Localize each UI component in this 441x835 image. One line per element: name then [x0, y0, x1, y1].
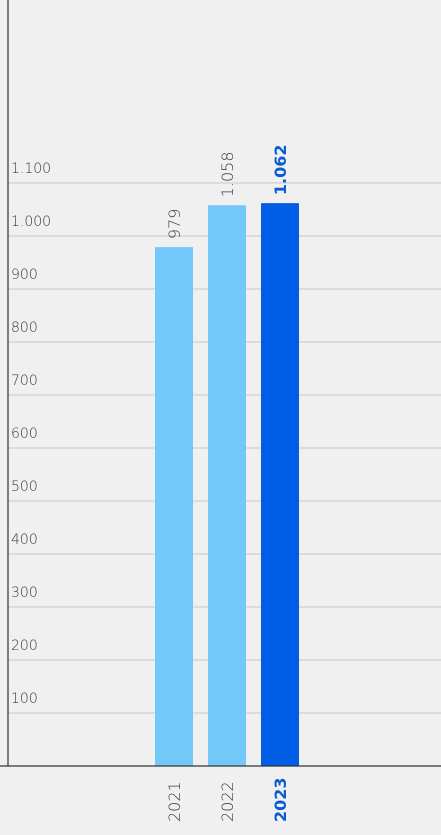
category-label-2021: 2021: [165, 781, 184, 822]
category-labels: 2021 2022 2023: [165, 777, 290, 822]
category-label-2023: 2023: [271, 777, 290, 822]
y-tick-label: 900: [11, 267, 38, 283]
y-tick-label: 800: [11, 320, 38, 336]
y-tick-label: 1.000: [11, 214, 51, 230]
y-tick-label: 200: [11, 638, 38, 654]
bar-2023: [261, 203, 299, 766]
bar-2021: [155, 247, 193, 766]
y-tick-label: 500: [11, 479, 38, 495]
data-labels: 979 1.058 1.062: [165, 145, 290, 240]
y-tick-label: 300: [11, 585, 38, 601]
y-tick-label: 600: [11, 426, 38, 442]
bars: [155, 203, 299, 766]
y-tick-label: 1.100: [11, 161, 51, 177]
y-tick-label: 100: [11, 691, 38, 707]
y-tick-label: 400: [11, 532, 38, 548]
bar-2022: [208, 205, 246, 766]
data-label-2021: 979: [165, 209, 184, 240]
y-tick-labels: 100 200 300 400 500 600 700 800 900 1.000 1.100: [11, 161, 51, 707]
data-label-2023: 1.062: [271, 145, 290, 196]
y-tick-label: 700: [11, 373, 38, 389]
category-label-2022: 2022: [218, 781, 237, 822]
data-label-2022: 1.058: [218, 151, 237, 197]
